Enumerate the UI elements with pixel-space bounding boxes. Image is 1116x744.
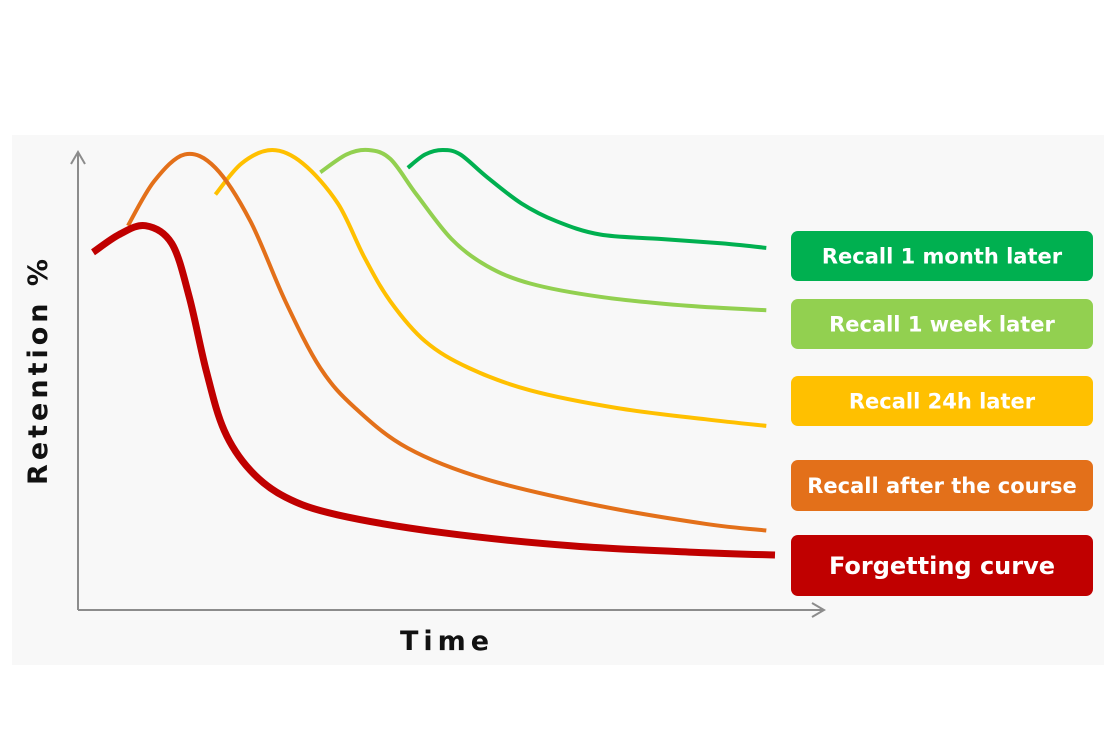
series-line-recall-1-week-later <box>319 147 767 313</box>
legend: Recall 1 month later Recall 1 week later R… <box>791 231 1093 596</box>
legend-label: Recall 24h later <box>849 390 1036 414</box>
legend-swatch <box>791 299 1093 349</box>
series-line-recall-after-the-course <box>126 151 767 533</box>
axes <box>70 150 826 618</box>
legend-label: Recall 1 week later <box>829 313 1055 337</box>
legend-swatch <box>791 376 1093 426</box>
y-axis-title: Retention % <box>23 255 54 485</box>
y-axis-arrow-icon <box>70 150 86 165</box>
x-axis-title: Time <box>400 626 494 657</box>
series-line-forgetting-curve <box>91 221 776 559</box>
legend-item: Recall 24h later <box>791 376 1093 426</box>
legend-swatch <box>791 535 1093 596</box>
series-line-recall-1-month-later <box>406 148 767 250</box>
series-line-recall-24h-later <box>213 148 767 428</box>
legend-item: Recall 1 month later <box>791 231 1093 281</box>
x-axis-arrow-icon <box>811 602 826 618</box>
legend-label: Recall after the course <box>807 474 1076 498</box>
legend-item: Forgetting curve <box>791 535 1093 596</box>
legend-swatch <box>791 231 1093 281</box>
legend-swatch <box>791 460 1093 511</box>
legend-item: Recall 1 week later <box>791 299 1093 349</box>
legend-item: Recall after the course <box>791 460 1093 511</box>
legend-label: Forgetting curve <box>829 552 1055 580</box>
series-layer <box>91 147 776 559</box>
legend-label: Recall 1 month later <box>822 245 1063 269</box>
